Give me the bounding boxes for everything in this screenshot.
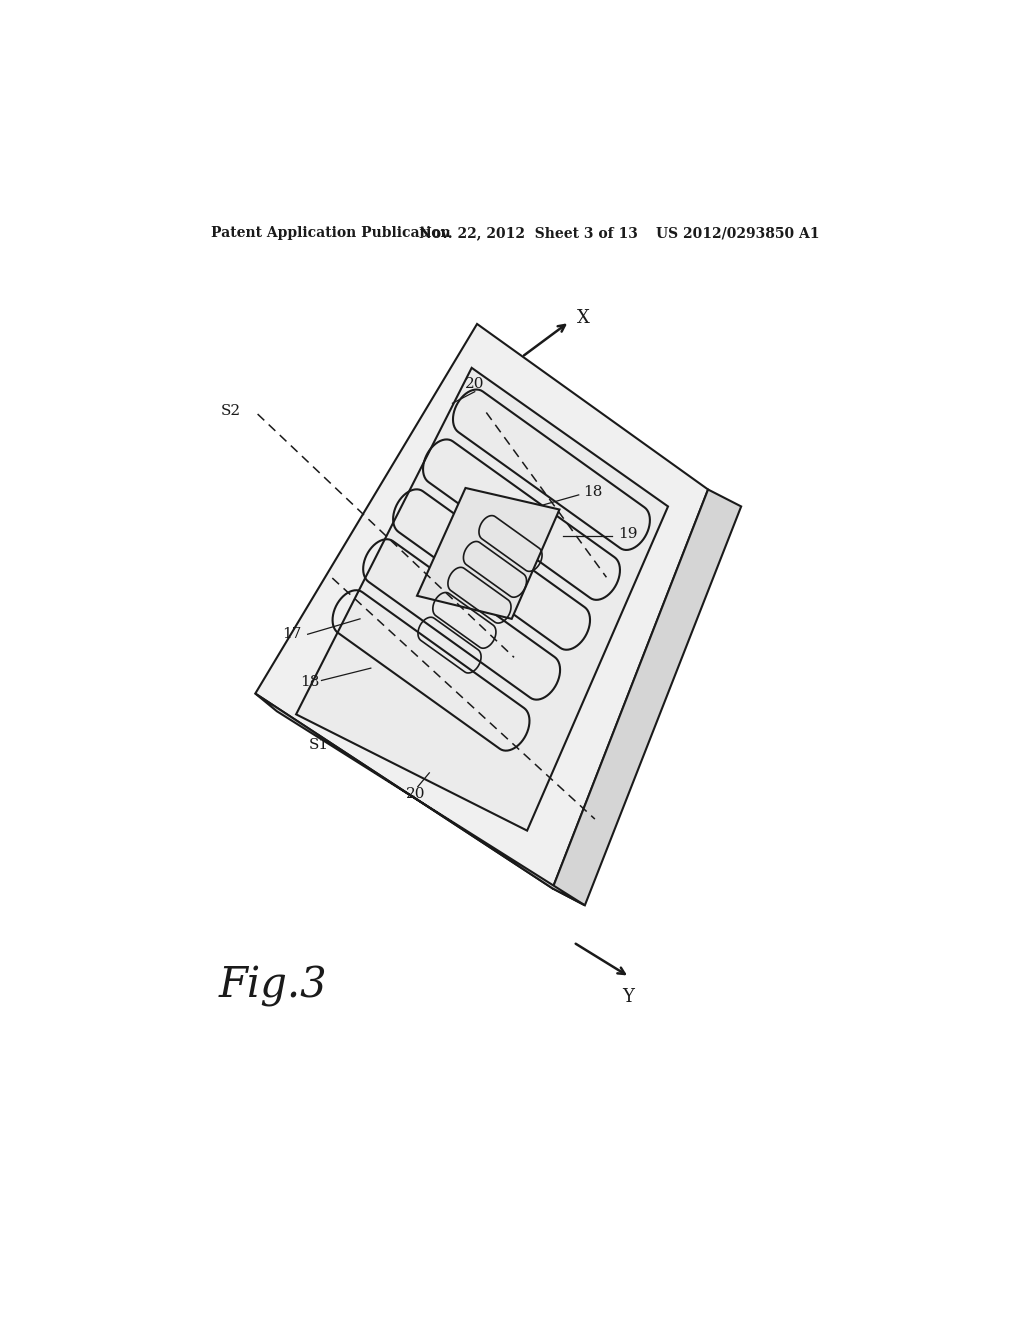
Text: 17: 17 — [283, 627, 301, 642]
Text: Nov. 22, 2012  Sheet 3 of 13: Nov. 22, 2012 Sheet 3 of 13 — [419, 226, 638, 240]
Text: Fig.3: Fig.3 — [219, 965, 328, 1007]
Text: Y: Y — [622, 987, 634, 1006]
Text: S2: S2 — [220, 404, 241, 418]
Polygon shape — [553, 490, 741, 906]
Polygon shape — [255, 323, 708, 888]
Polygon shape — [255, 693, 585, 906]
Text: S1: S1 — [309, 738, 330, 752]
Text: US 2012/0293850 A1: US 2012/0293850 A1 — [655, 226, 819, 240]
Text: X: X — [578, 309, 590, 327]
Text: Patent Application Publication: Patent Application Publication — [211, 226, 451, 240]
Polygon shape — [296, 368, 668, 830]
Text: 20: 20 — [465, 378, 484, 391]
Text: 18: 18 — [300, 675, 319, 689]
Text: 18: 18 — [584, 484, 603, 499]
Polygon shape — [417, 488, 559, 619]
Text: 19: 19 — [617, 527, 638, 541]
Text: 20: 20 — [406, 788, 425, 801]
